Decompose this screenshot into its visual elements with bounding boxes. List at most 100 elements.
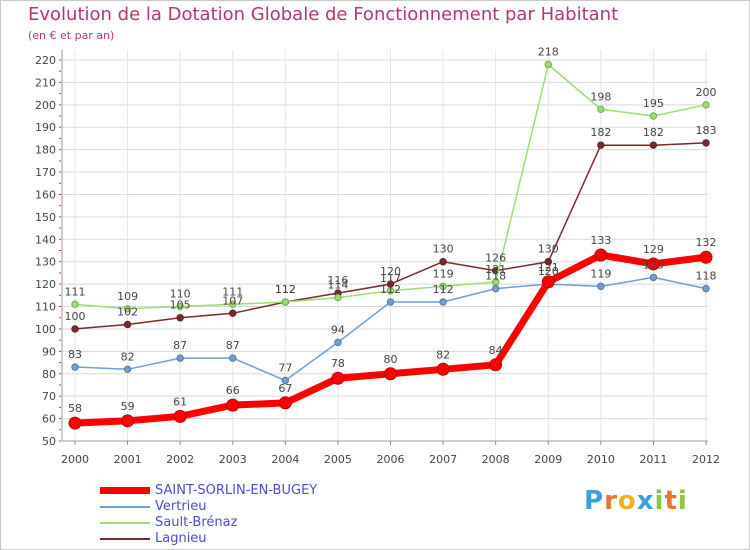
legend-swatch	[100, 538, 150, 540]
data-label: 83	[68, 348, 82, 361]
data-point	[649, 273, 658, 282]
x-tick-label: 2007	[429, 453, 457, 466]
data-label: 123	[643, 258, 664, 271]
data-label: 182	[590, 126, 611, 139]
data-point	[702, 101, 710, 109]
x-tick-label: 2002	[166, 453, 194, 466]
data-label: 200	[696, 86, 717, 99]
data-point	[123, 305, 132, 313]
y-tick-label: 150	[35, 211, 56, 224]
data-point	[334, 338, 342, 347]
data-label: 58	[68, 402, 82, 415]
data-point	[68, 416, 82, 430]
data-point	[649, 112, 658, 120]
x-tick-label: 2012	[692, 453, 720, 466]
legend-label: Lagnieu	[155, 531, 207, 546]
data-label: 183	[696, 124, 717, 137]
data-label: 61	[173, 395, 187, 408]
data-point	[331, 371, 345, 385]
data-point	[229, 300, 237, 308]
data-point	[229, 354, 237, 362]
data-point	[702, 139, 710, 147]
data-label: 121	[538, 261, 559, 274]
y-tick-label: 130	[35, 256, 56, 269]
data-label: 67	[278, 382, 292, 395]
data-point	[646, 257, 660, 271]
x-tick-label: 2010	[587, 453, 615, 466]
data-point	[71, 363, 79, 371]
data-point	[699, 250, 713, 264]
data-label: 109	[117, 290, 138, 303]
y-tick-label: 70	[42, 390, 56, 403]
y-tick-label: 50	[42, 435, 56, 448]
y-tick-label: 210	[35, 76, 56, 89]
data-label: 129	[643, 243, 664, 256]
proxiti-logo: Proxiti	[584, 486, 688, 516]
y-tick-label: 90	[42, 345, 56, 358]
x-tick-label: 2000	[61, 453, 89, 466]
data-point	[71, 300, 79, 308]
data-label: 118	[485, 270, 506, 283]
data-label: 117	[380, 272, 401, 285]
data-label: 130	[538, 243, 559, 256]
data-label: 80	[384, 353, 398, 366]
data-label: 116	[327, 274, 348, 287]
data-label: 77	[278, 361, 292, 374]
data-label: 59	[121, 400, 135, 413]
data-label: 114	[327, 279, 348, 292]
x-tick-label: 2009	[534, 453, 562, 466]
data-point	[334, 293, 342, 302]
y-tick-label: 100	[35, 323, 56, 336]
data-label: 218	[538, 45, 559, 58]
data-label: 100	[65, 310, 86, 323]
data-point	[121, 414, 135, 428]
data-point	[281, 298, 290, 306]
legend-label: Sault-Brénaz	[155, 515, 238, 530]
y-tick-label: 80	[42, 368, 56, 381]
y-tick-label: 140	[35, 233, 56, 246]
data-label: 105	[170, 299, 191, 312]
data-point	[439, 282, 447, 291]
y-tick-label: 180	[35, 144, 56, 157]
x-tick-label: 2008	[482, 453, 510, 466]
data-point	[71, 325, 79, 333]
data-label: 66	[226, 384, 240, 397]
data-label: 126	[485, 252, 506, 265]
data-point	[597, 141, 605, 149]
data-label: 119	[590, 267, 611, 280]
data-point	[541, 275, 555, 289]
data-label: 120	[538, 265, 559, 278]
data-point	[123, 320, 132, 329]
data-label: 94	[331, 323, 345, 336]
data-label: 82	[436, 348, 450, 361]
data-label: 182	[643, 126, 664, 139]
y-tick-label: 170	[35, 166, 56, 179]
data-label: 84	[489, 344, 503, 357]
data-point	[702, 284, 710, 293]
y-tick-label: 220	[35, 54, 56, 67]
legend-label: SAINT-SORLIN-EN-BUGEY	[155, 483, 318, 498]
data-point	[173, 409, 187, 423]
data-point	[544, 258, 552, 266]
data-label: 87	[226, 339, 240, 352]
data-label: 111	[65, 285, 86, 298]
x-tick-label: 2004	[271, 453, 299, 466]
data-label: 111	[222, 285, 243, 298]
data-label: 107	[222, 294, 243, 307]
data-point	[594, 248, 608, 262]
data-point	[123, 365, 132, 373]
data-point	[176, 302, 184, 311]
data-point	[597, 105, 605, 114]
data-point	[436, 362, 450, 376]
data-label: 198	[590, 90, 611, 103]
data-label: 112	[275, 283, 296, 296]
data-point	[649, 141, 658, 149]
x-tick-label: 2003	[219, 453, 247, 466]
data-label: 120	[380, 265, 401, 278]
data-point	[491, 284, 500, 293]
x-tick-label: 2005	[324, 453, 352, 466]
data-point	[176, 314, 184, 322]
data-point	[278, 396, 292, 410]
data-point	[176, 354, 184, 362]
data-label: 119	[433, 267, 454, 280]
